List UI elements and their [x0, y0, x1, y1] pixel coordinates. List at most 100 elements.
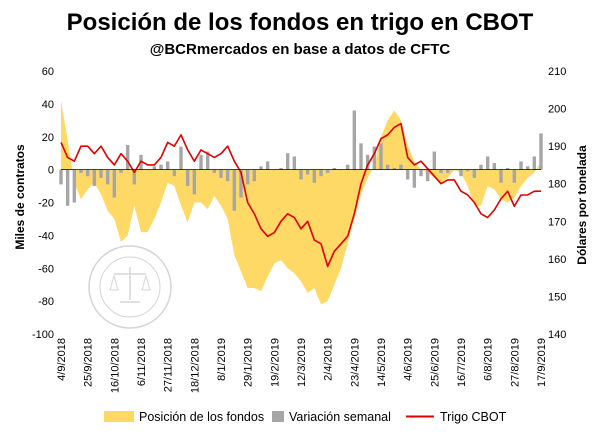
- chart-subtitle: @BCRmercados en base a datos de CFTC: [150, 41, 451, 58]
- x-tick-label: 4/9/2018: [56, 338, 68, 381]
- y-left-tick-label: 0: [48, 165, 54, 177]
- bar-weekly-change: [505, 167, 510, 170]
- bar-weekly-change: [85, 169, 90, 177]
- x-tick-label: 6/11/2018: [136, 338, 148, 386]
- bar-weekly-change: [412, 169, 417, 188]
- bar-weekly-change: [225, 169, 230, 182]
- y-axis-left-title: Miles de contratos: [13, 144, 27, 250]
- watermark-seal: [88, 245, 172, 329]
- bar-weekly-change: [519, 161, 523, 170]
- bar-weekly-change: [365, 154, 370, 170]
- bar-weekly-change: [372, 146, 377, 170]
- area-fund-position: [61, 100, 541, 305]
- bar-weekly-change: [165, 161, 170, 170]
- y-right-tick-label: 180: [548, 179, 566, 191]
- bar-weekly-change: [159, 164, 163, 170]
- bar-weekly-change: [305, 169, 310, 175]
- bar-weekly-change: [152, 166, 157, 170]
- bar-weekly-change: [212, 169, 217, 173]
- bar-weekly-change: [332, 167, 337, 170]
- y-left-tick-label: 40: [42, 99, 54, 111]
- x-tick-label: 19/2/2019: [269, 338, 281, 387]
- bar-weekly-change: [59, 169, 63, 185]
- bar-weekly-change: [259, 166, 263, 170]
- bar-weekly-change: [472, 169, 477, 178]
- legend-swatch-weekly-change: [272, 411, 284, 422]
- x-tick-label: 27/8/2019: [509, 338, 521, 387]
- bar-weekly-change: [292, 156, 297, 170]
- bar-weekly-change: [299, 169, 303, 180]
- bar-weekly-change: [105, 169, 110, 185]
- y-left-tick-label: 20: [42, 132, 54, 144]
- bar-weekly-change: [79, 169, 83, 173]
- bar-weekly-change: [379, 143, 383, 170]
- y-right-tick-label: 140: [548, 329, 566, 341]
- bar-weekly-change: [539, 133, 543, 170]
- y-left-tick-label: 60: [42, 66, 54, 78]
- legend-label-position: Posición de los fondos: [139, 410, 264, 424]
- bar-weekly-change: [132, 169, 137, 185]
- bar-weekly-change: [65, 169, 70, 206]
- bar-weekly-change: [419, 169, 423, 177]
- y-left-tick-label: -100: [32, 329, 54, 341]
- bar-weekly-change: [265, 161, 270, 170]
- y-left-tick-label: -80: [38, 296, 54, 308]
- y-right-tick-label: 170: [548, 216, 566, 228]
- bar-weekly-change: [285, 153, 290, 170]
- bar-weekly-change: [359, 143, 363, 170]
- legend-label-weekly-change: Variación semanal: [289, 410, 391, 424]
- bar-weekly-change: [99, 169, 103, 178]
- bar-weekly-change: [532, 156, 537, 170]
- bar-weekly-change: [252, 169, 257, 182]
- plot-area: [59, 100, 543, 305]
- legend: Posición de los fondos Variación semanal…: [104, 410, 507, 424]
- bar-weekly-change: [405, 169, 410, 180]
- bar-weekly-change: [112, 169, 117, 198]
- bar-weekly-change: [512, 169, 517, 183]
- x-tick-label: 2/4/2019: [323, 338, 335, 381]
- bar-weekly-change: [479, 164, 483, 170]
- x-tick-label: 12/3/2019: [296, 338, 308, 387]
- x-tick-label: 25/6/2019: [429, 338, 441, 387]
- y-right-tick-label: 210: [548, 66, 566, 78]
- bar-weekly-change: [232, 169, 237, 211]
- y-left-tick-label: -60: [38, 263, 54, 275]
- y-axis-right-title: Dólares por tonelada: [575, 145, 589, 265]
- x-tick-label: 6/8/2019: [483, 338, 495, 381]
- bar-weekly-change: [385, 164, 390, 170]
- bar-weekly-change: [119, 169, 123, 173]
- bar-weekly-change: [92, 169, 97, 187]
- bar-weekly-change: [319, 169, 323, 177]
- y-left-tick-label: -20: [38, 198, 54, 210]
- axes: 6040200-20-40-60-80-10021020019018017016…: [32, 66, 566, 393]
- bar-weekly-change: [279, 167, 283, 170]
- chart-title: Posición de los fondos en trigo en CBOT: [67, 9, 534, 36]
- bar-weekly-change: [399, 164, 403, 170]
- x-tick-label: 27/11/2018: [163, 338, 175, 392]
- bar-weekly-change: [432, 151, 437, 170]
- bar-weekly-change: [312, 169, 317, 183]
- bar-weekly-change: [185, 169, 190, 187]
- x-tick-label: 25/9/2018: [83, 338, 95, 387]
- x-tick-label: 18/12/2018: [189, 338, 201, 393]
- y-right-tick-label: 150: [548, 291, 566, 303]
- y-right-tick-label: 190: [548, 141, 566, 153]
- bar-weekly-change: [352, 110, 357, 170]
- bar-weekly-change: [325, 169, 330, 173]
- y-right-tick-label: 160: [548, 254, 566, 266]
- line-wheat-cbot: [60, 122, 541, 268]
- bar-weekly-change: [179, 146, 183, 170]
- x-tick-label: 16/7/2019: [456, 338, 468, 387]
- bar-weekly-change: [192, 169, 197, 195]
- bar-weekly-change: [125, 144, 130, 170]
- x-tick-label: 23/4/2019: [349, 338, 361, 387]
- bar-weekly-change: [465, 169, 470, 172]
- bar-weekly-change: [459, 169, 463, 177]
- bar-weekly-change: [445, 169, 450, 173]
- x-tick-label: 29/1/2019: [243, 338, 255, 387]
- bar-weekly-change: [205, 151, 210, 170]
- bar-weekly-change: [425, 169, 430, 182]
- x-tick-label: 8/1/2019: [216, 338, 228, 381]
